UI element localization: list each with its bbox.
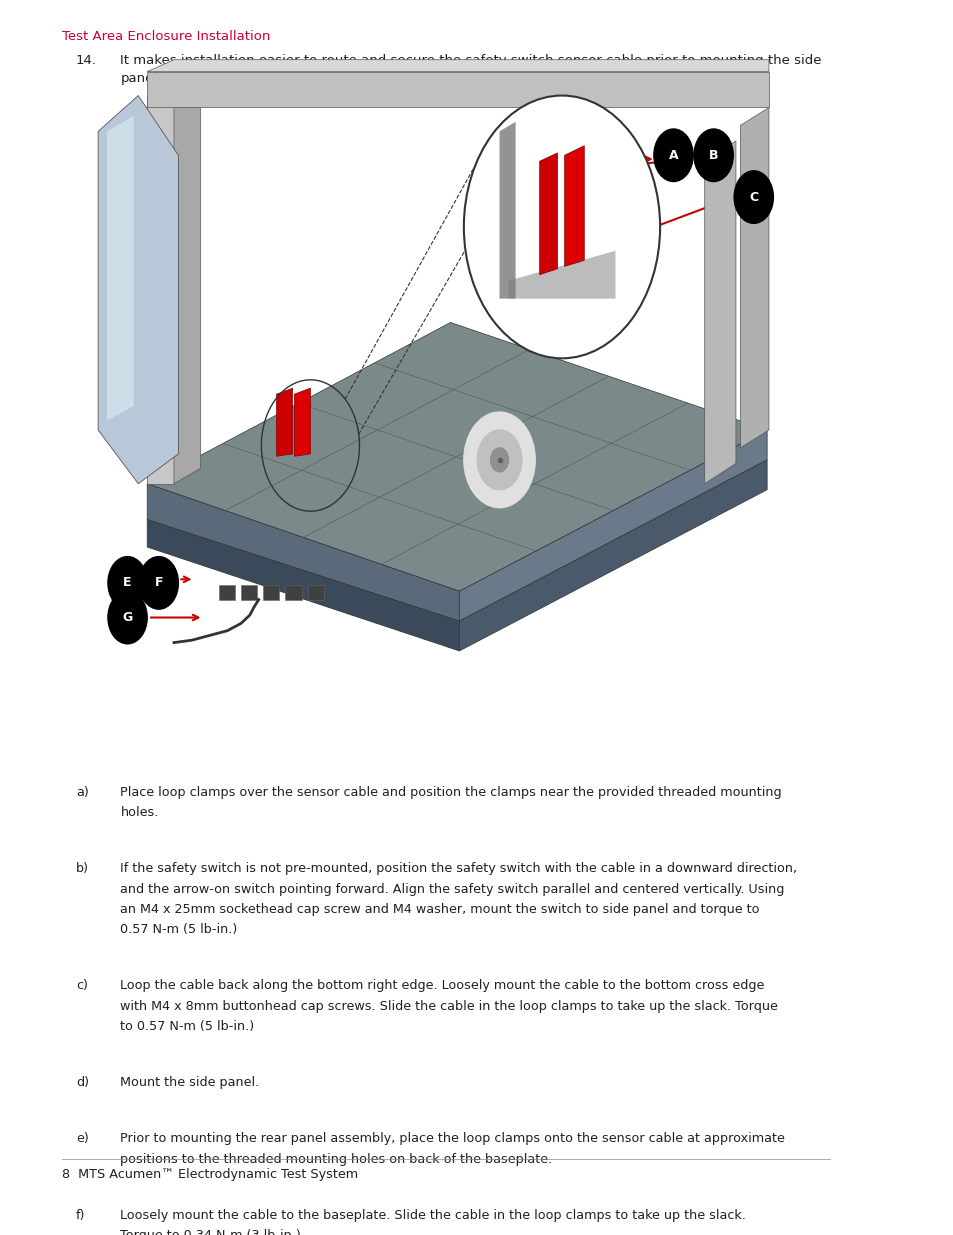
Polygon shape (276, 388, 293, 456)
Text: 14.: 14. (75, 54, 96, 67)
Polygon shape (147, 95, 173, 484)
Text: a): a) (75, 785, 89, 799)
Text: It makes installation easier to route and secure the safety switch sensor cable : It makes installation easier to route an… (120, 54, 821, 67)
Text: positions to the threaded mounting holes on back of the baseplate.: positions to the threaded mounting holes… (120, 1152, 552, 1166)
Text: Loosely mount the cable to the baseplate. Slide the cable in the loop clamps to : Loosely mount the cable to the baseplate… (120, 1209, 745, 1221)
Text: holes.: holes. (120, 806, 158, 819)
FancyBboxPatch shape (240, 585, 256, 600)
Text: with M4 x 8mm buttonhead cap screws. Slide the cable in the loop clamps to take : with M4 x 8mm buttonhead cap screws. Sli… (120, 999, 778, 1013)
Text: panel.: panel. (120, 72, 161, 85)
Text: Prior to mounting the rear panel assembly, place the loop clamps onto the sensor: Prior to mounting the rear panel assembl… (120, 1132, 784, 1145)
Circle shape (139, 557, 178, 609)
Circle shape (476, 430, 521, 490)
Polygon shape (740, 107, 768, 448)
Text: G: G (122, 611, 132, 624)
Polygon shape (508, 251, 615, 299)
Text: C: C (748, 190, 758, 204)
Text: A: A (668, 148, 678, 162)
Text: f): f) (75, 1209, 85, 1221)
Circle shape (463, 95, 659, 358)
Polygon shape (147, 59, 768, 72)
Text: to 0.57 N-m (5 lb-in.): to 0.57 N-m (5 lb-in.) (120, 1020, 254, 1032)
Polygon shape (147, 322, 766, 592)
Polygon shape (98, 95, 178, 484)
Circle shape (734, 170, 773, 224)
FancyBboxPatch shape (285, 585, 301, 600)
Text: 0.57 N-m (5 lb-in.): 0.57 N-m (5 lb-in.) (120, 924, 237, 936)
Circle shape (653, 128, 693, 182)
Text: Test Area Enclosure Installation: Test Area Enclosure Installation (62, 30, 271, 43)
Polygon shape (564, 146, 583, 267)
Text: B: B (708, 148, 718, 162)
Polygon shape (459, 430, 766, 621)
Text: Loop the cable back along the bottom right edge. Loosely mount the cable to the : Loop the cable back along the bottom rig… (120, 979, 764, 993)
Polygon shape (147, 72, 768, 107)
Text: Mount the side panel.: Mount the side panel. (120, 1076, 259, 1089)
FancyBboxPatch shape (308, 585, 323, 600)
Circle shape (108, 557, 147, 609)
Circle shape (463, 412, 535, 508)
Text: d): d) (75, 1076, 89, 1089)
Polygon shape (173, 84, 200, 484)
Text: E: E (123, 577, 132, 589)
Circle shape (490, 448, 508, 472)
FancyBboxPatch shape (263, 585, 279, 600)
Polygon shape (107, 116, 133, 420)
Polygon shape (147, 520, 459, 651)
Text: If the safety switch is not pre-mounted, position the safety switch with the cab: If the safety switch is not pre-mounted,… (120, 862, 797, 876)
Text: Place loop clamps over the sensor cable and position the clamps near the provide: Place loop clamps over the sensor cable … (120, 785, 781, 799)
Polygon shape (147, 484, 459, 621)
Polygon shape (499, 122, 515, 299)
Text: an M4 x 25mm sockethead cap screw and M4 washer, mount the switch to side panel : an M4 x 25mm sockethead cap screw and M4… (120, 903, 760, 916)
Text: and the arrow-on switch pointing forward. Align the safety switch parallel and c: and the arrow-on switch pointing forward… (120, 883, 784, 895)
Text: Torque to 0.34 N-m (3 lb-in.): Torque to 0.34 N-m (3 lb-in.) (120, 1229, 301, 1235)
Text: b): b) (75, 862, 89, 876)
Polygon shape (294, 388, 310, 456)
Text: e): e) (75, 1132, 89, 1145)
FancyBboxPatch shape (218, 585, 234, 600)
Text: 8  MTS Acumen™ Electrodynamic Test System: 8 MTS Acumen™ Electrodynamic Test System (62, 1168, 358, 1181)
Polygon shape (459, 459, 766, 651)
Text: F: F (154, 577, 163, 589)
Polygon shape (539, 153, 557, 274)
Text: c): c) (75, 979, 88, 993)
Polygon shape (704, 141, 735, 484)
Circle shape (108, 592, 147, 643)
Circle shape (693, 128, 733, 182)
